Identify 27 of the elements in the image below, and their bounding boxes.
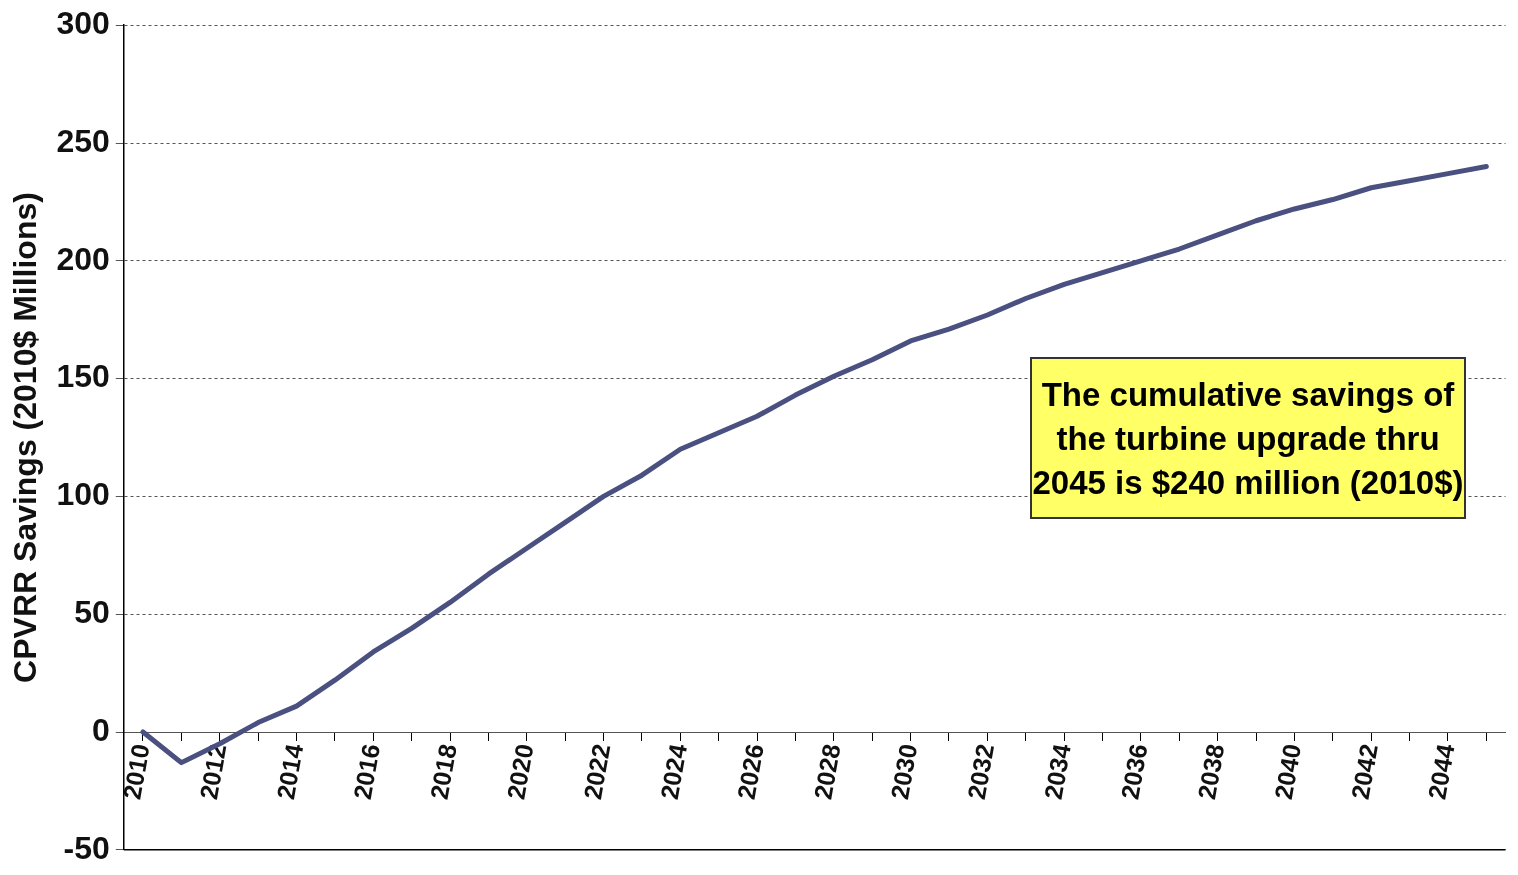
y-tick-label: 0 — [91, 711, 110, 748]
annotation: The cumulative savings of the turbine upgrade thru 2045 is $240 million (2010$) — [1030, 357, 1466, 519]
x-tick-label: 2024 — [654, 741, 693, 802]
y-axis-title: CPVRR Savings (2010$ Millions) — [7, 192, 44, 683]
x-tick-label: 2030 — [885, 741, 923, 802]
y-tick-label: 200 — [56, 240, 110, 277]
y-tick-label: 100 — [56, 476, 110, 513]
x-tick-label: 2022 — [578, 741, 616, 802]
x-tick-label: 2032 — [961, 741, 1000, 802]
y-tick-label: 250 — [56, 122, 110, 159]
x-tick-label: 2044 — [1422, 741, 1460, 802]
y-tick-label: -50 — [63, 829, 110, 866]
x-tick-label: 2038 — [1192, 741, 1230, 802]
x-tick-label: 2034 — [1038, 741, 1076, 802]
x-tick-label: 2026 — [731, 741, 769, 802]
y-tick-label: 150 — [56, 358, 110, 395]
x-tick-label: 2042 — [1345, 741, 1383, 802]
y-tick-label: 300 — [56, 5, 110, 42]
x-tick-label: 2010 — [117, 741, 155, 802]
x-tick-label: 2040 — [1268, 741, 1307, 802]
x-tick-label: 2014 — [270, 741, 309, 802]
x-tick-label: 2020 — [501, 741, 539, 802]
x-tick-label: 2018 — [424, 741, 462, 802]
x-tick-label: 2016 — [347, 741, 385, 802]
x-tick-label: 2028 — [808, 741, 846, 802]
y-tick-label: 50 — [74, 594, 110, 631]
x-tick-label: 2036 — [1115, 741, 1153, 802]
